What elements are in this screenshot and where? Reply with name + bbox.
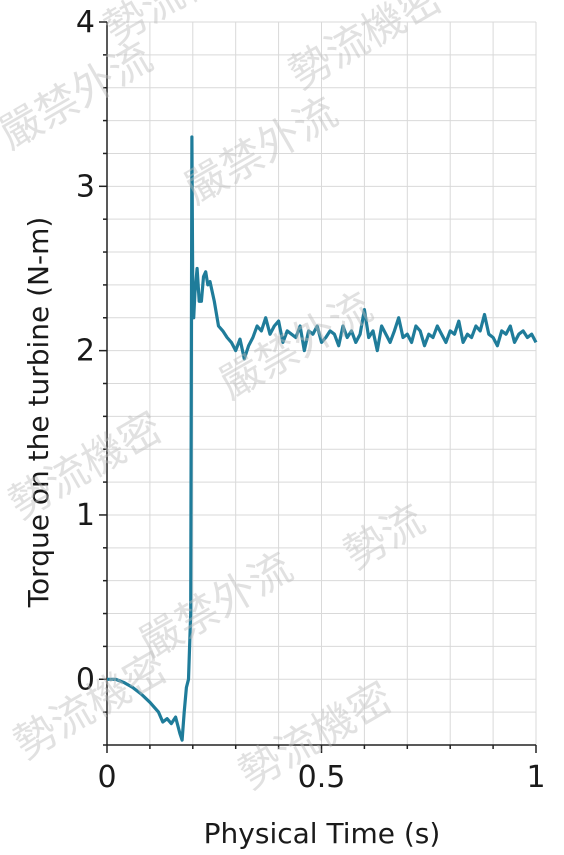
- y-tick-label: 4: [76, 5, 95, 40]
- y-tick-label: 2: [76, 334, 95, 369]
- x-tick-label: 0.5: [298, 760, 346, 795]
- y-axis-title: Torque on the turbine (N-m): [22, 217, 55, 609]
- y-tick-label: 0: [76, 662, 95, 697]
- series-line: [107, 135, 538, 742]
- watermark-text: 嚴禁外流: [0, 32, 161, 158]
- x-axis-title: Physical Time (s): [204, 817, 441, 850]
- watermark-text: 嚴禁外流: [176, 87, 346, 213]
- watermark-text: 勢流: [336, 494, 433, 578]
- tick-labels: 0 1 2 3 4 0 0.5 1: [76, 5, 546, 795]
- axes: [99, 21, 537, 753]
- watermark-text: 勢流機密: [281, 0, 451, 99]
- watermark-text: 嚴禁外流: [131, 542, 301, 668]
- x-tick-label: 1: [526, 760, 545, 795]
- y-tick-label: 1: [76, 498, 95, 533]
- series-layer: [107, 135, 538, 742]
- grid: [107, 21, 537, 746]
- y-tick-label: 3: [76, 169, 95, 204]
- x-tick-label: 0: [97, 760, 116, 795]
